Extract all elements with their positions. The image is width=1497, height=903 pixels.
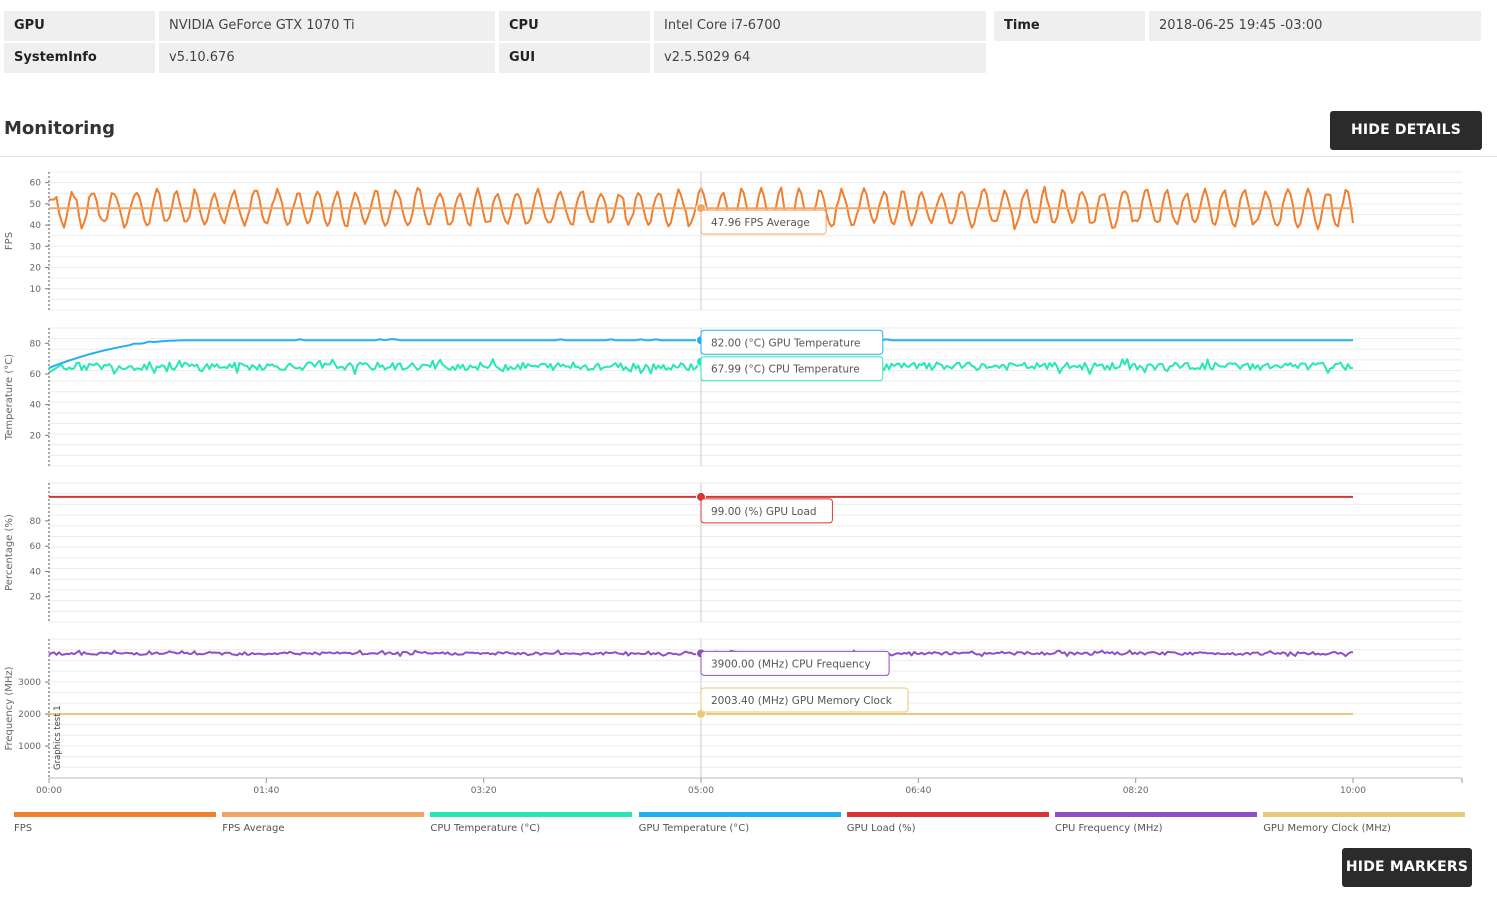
tooltip-text: 67.99 (°C) CPU Temperature bbox=[711, 364, 860, 376]
legend-swatch bbox=[846, 812, 1049, 817]
y-tick-label: 30 bbox=[30, 242, 42, 252]
legend-swatch bbox=[1263, 812, 1466, 817]
info-key-time: Time bbox=[994, 11, 1145, 41]
y-tick-label: 40 bbox=[30, 401, 42, 411]
y-axis-label: Temperature (°C) bbox=[4, 354, 15, 441]
y-tick-label: 60 bbox=[30, 370, 42, 380]
legend-label: CPU Frequency (MHz) bbox=[1055, 823, 1163, 834]
info-value-systeminfo: v5.10.676 bbox=[159, 43, 495, 73]
y-tick-label: 20 bbox=[30, 264, 42, 274]
tooltip-box bbox=[700, 356, 884, 382]
tooltip-box bbox=[700, 687, 909, 713]
y-tick-label: 20 bbox=[30, 593, 42, 603]
y-tick-label: 1000 bbox=[18, 742, 41, 752]
y-tick-label: 80 bbox=[30, 517, 42, 527]
x-tick-label: 00:00 bbox=[36, 786, 62, 796]
y-tick-label: 80 bbox=[30, 339, 42, 349]
legend-item[interactable]: FPS Average bbox=[222, 812, 425, 842]
x-tick-label: 05:00 bbox=[688, 786, 714, 796]
x-tick-label: 06:40 bbox=[905, 786, 931, 796]
y-tick-label: 3000 bbox=[18, 678, 41, 688]
info-value-cpu: Intel Core i7-6700 bbox=[654, 11, 986, 41]
legend-label: GPU Temperature (°C) bbox=[638, 823, 750, 834]
tooltip-text: 47.96 FPS Average bbox=[711, 217, 810, 229]
section-divider bbox=[0, 156, 1497, 157]
tooltip-text: 2003.40 (MHz) GPU Memory Clock bbox=[711, 695, 893, 707]
y-axis-label: FPS bbox=[4, 232, 15, 250]
hide-markers-button[interactable]: HIDE MARKERS bbox=[1342, 848, 1472, 887]
hide-details-button[interactable]: HIDE DETAILS bbox=[1330, 111, 1482, 150]
y-axis-label: Frequency (MHz) bbox=[4, 666, 15, 750]
x-tick-label: 08:20 bbox=[1123, 786, 1149, 796]
legend-label: GPU Memory Clock (MHz) bbox=[1263, 823, 1391, 834]
legend-swatch bbox=[638, 812, 841, 817]
tooltip-text: 3900.00 (MHz) CPU Frequency bbox=[711, 658, 871, 670]
tooltip-box bbox=[700, 209, 827, 235]
info-key-cpu: CPU bbox=[499, 11, 650, 41]
y-tick-label: 10 bbox=[30, 285, 42, 295]
y-tick-label: 40 bbox=[30, 221, 42, 231]
legend-label: FPS bbox=[14, 823, 33, 834]
legend-item[interactable]: GPU Load (%) bbox=[846, 812, 1049, 842]
legend-item[interactable]: GPU Memory Clock (MHz) bbox=[1263, 812, 1466, 842]
legend-swatch bbox=[222, 812, 425, 817]
x-tick-label: 01:40 bbox=[253, 786, 279, 796]
x-tick-label: 10:00 bbox=[1340, 786, 1366, 796]
y-tick-label: 2000 bbox=[18, 710, 41, 720]
info-key-gpu: GPU bbox=[4, 11, 155, 41]
tooltip-text: 82.00 (°C) GPU Temperature bbox=[711, 337, 861, 349]
y-tick-label: 40 bbox=[30, 567, 42, 577]
legend-item[interactable]: CPU Frequency (MHz) bbox=[1055, 812, 1257, 842]
chart-legend: FPS FPS Average CPU Temperature (°C) GPU Te… bbox=[14, 812, 1474, 842]
info-value-time: 2018-06-25 19:45 -03:00 bbox=[1149, 11, 1481, 41]
y-tick-label: 50 bbox=[30, 200, 42, 210]
tooltip-text: 99.00 (%) GPU Load bbox=[711, 506, 817, 518]
monitoring-title: Monitoring bbox=[4, 118, 115, 139]
legend-item[interactable]: GPU Temperature (°C) bbox=[638, 812, 841, 842]
y-axis-label: Percentage (%) bbox=[4, 514, 15, 591]
info-value-gui: v2.5.5029 64 bbox=[654, 43, 986, 73]
info-key-gui: GUI bbox=[499, 43, 650, 73]
y-tick-label: 60 bbox=[30, 542, 42, 552]
y-tick-label: 60 bbox=[30, 179, 42, 189]
y-tick-label: 20 bbox=[30, 431, 42, 441]
monitoring-chart[interactable]: 10 20 30 40 50 60 FPS 47.96 FPS Average 20 40 60 80… bbox=[0, 160, 1497, 805]
info-value-gpu: NVIDIA GeForce GTX 1070 Ti bbox=[159, 11, 495, 41]
legend-swatch bbox=[14, 812, 216, 817]
legend-label: GPU Load (%) bbox=[846, 823, 916, 834]
legend-swatch bbox=[430, 812, 633, 817]
legend-swatch bbox=[1055, 812, 1257, 817]
legend-label: FPS Average bbox=[222, 823, 285, 834]
x-tick-label: 03:20 bbox=[471, 786, 497, 796]
legend-item[interactable]: FPS bbox=[14, 812, 216, 842]
tooltip-box bbox=[700, 329, 884, 355]
legend-label: CPU Temperature (°C) bbox=[430, 823, 541, 834]
tooltip-box bbox=[700, 498, 833, 524]
marker-label: Graphics test 1 bbox=[53, 705, 63, 770]
info-key-systeminfo: SystemInfo bbox=[4, 43, 155, 73]
tooltip-box bbox=[700, 650, 890, 676]
legend-item[interactable]: CPU Temperature (°C) bbox=[430, 812, 633, 842]
